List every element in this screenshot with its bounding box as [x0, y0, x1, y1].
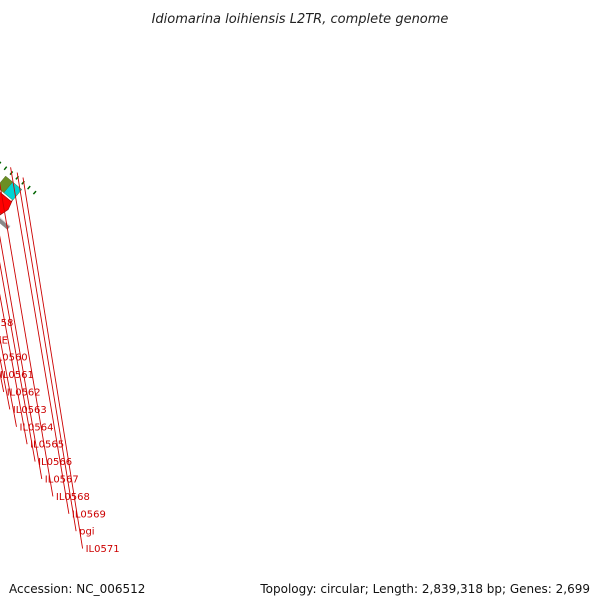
gene-label: IL0566 [38, 457, 72, 468]
gene-label: IL0564 [20, 422, 54, 433]
gene-leader [0, 356, 11, 410]
gene-label: IL0560 [0, 353, 28, 364]
gc-outer-mark [3, 166, 8, 171]
gene-label: IL0571 [86, 544, 120, 555]
gene-leader [0, 235, 43, 480]
gene-label: IL0565 [30, 440, 64, 451]
gene-leader [10, 167, 70, 514]
map-title: Idiomarina loihiensis L2TR, complete gen… [152, 12, 449, 27]
cds-track [0, 191, 13, 216]
gene-label: IL0562 [7, 388, 41, 399]
gene-leader [0, 293, 28, 445]
gene-leader [0, 182, 54, 497]
gc-outer-mark [32, 190, 37, 195]
gene-leader [16, 172, 77, 532]
cds-arrow [0, 191, 13, 216]
gene-label: IL0568 [56, 492, 90, 503]
gene-leader [22, 177, 84, 549]
gc-outer-mark [27, 185, 31, 190]
gene-label: IL0569 [72, 509, 106, 520]
gene-labels: rffHIL0543IL0544wecEIL0546IL0547IL0548IL… [0, 167, 120, 555]
topology-text: Topology: circular; Length: 2,839,318 bp… [260, 582, 590, 596]
gc-skew-track [0, 161, 37, 195]
gene-leader [0, 336, 17, 427]
gene-label: pgi [79, 527, 94, 538]
cog-track [0, 175, 23, 201]
gene-label: IL0561 [0, 370, 34, 381]
accession-text: Accession: NC_006512 [9, 582, 146, 596]
gc-outer-mark [0, 161, 2, 165]
gene-label: galE [0, 335, 8, 346]
gene-label: IL0567 [45, 475, 79, 486]
gene-leader [0, 261, 36, 462]
gene-label: IL0558 [0, 318, 13, 329]
cog-block [3, 181, 23, 201]
